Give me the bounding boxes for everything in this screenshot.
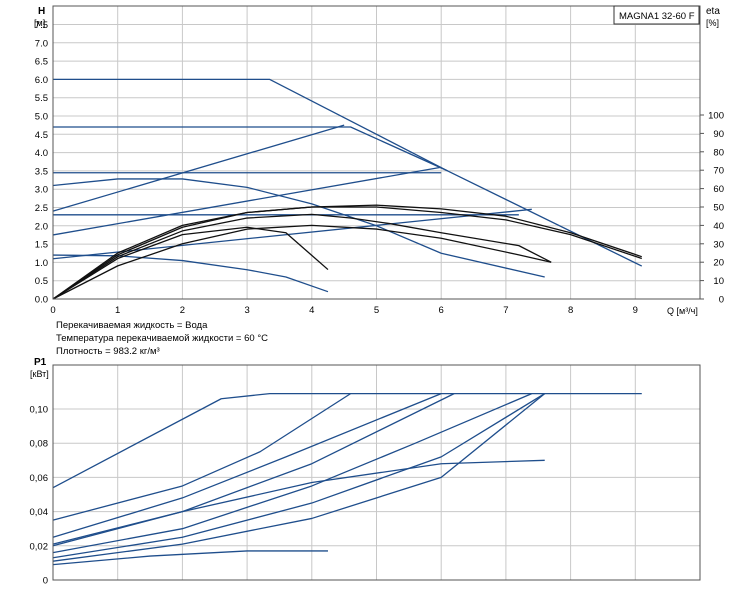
efficiency-axis-unit: [%] [706,18,719,28]
y-tick-label: 0,02 [30,541,49,552]
y-tick-label: 5.5 [35,93,48,104]
power-curve-7 [52,459,545,547]
y2-tick-label: 50 [713,203,724,214]
y2-tick-label: 40 [713,221,724,232]
y2-tick-label: 80 [713,147,724,158]
x-tick-label: 5 [374,305,379,316]
y2-tick-label: 100 [708,111,724,122]
x-tick-label: 7 [503,305,508,316]
y-tick-label: 2.0 [35,221,48,232]
y2-tick-label: 30 [713,239,724,250]
y-tick-label: 7.0 [35,38,48,49]
model-label: MAGNA1 32-60 F [619,11,695,22]
head-axis-unit: [м] [34,18,45,28]
y-tick-label: 6.0 [35,75,48,86]
head-curve-5 [52,166,442,236]
y-tick-label: 0,06 [30,473,49,484]
y-tick-label: 0,08 [30,439,49,450]
y-tick-label: 1.5 [35,240,48,251]
note-fluid: Перекачиваемая жидкость = Вода [56,320,208,331]
y-tick-label: 2.5 [35,203,48,214]
power-axis-title: P1 [34,357,47,368]
y-tick-label: 4.0 [35,148,48,159]
head-curve-7 [52,178,545,278]
efficiency-curve-9 [52,213,552,300]
x-tick-label: 3 [244,305,249,316]
x-tick-label: 9 [633,305,638,316]
y-tick-label: 6.5 [35,57,48,68]
power-curve-6 [52,393,546,562]
note-density: Плотность = 983.2 кг/м³ [56,346,160,357]
y-tick-label: 0 [43,576,48,587]
power-axis-unit: [кВт] [30,369,49,379]
y2-tick-label: 90 [713,129,724,140]
y-tick-label: 4.5 [35,130,48,141]
flow-axis-unit: Q [м³/ч] [667,306,698,316]
power-flow-chart: 0 0,02 0,04 0,06 0,08 0,10 P1 [кВт] [30,357,701,587]
power-curve-0 [52,392,642,489]
x-tick-label: 6 [439,305,444,316]
y-tick-label: 1.0 [35,258,48,269]
y-tick-label: 7.5 [35,20,48,31]
y2-tick-label: 60 [713,184,724,195]
head-curve-4 [52,124,345,212]
power-curve-3 [52,393,455,545]
efficiency-curve-10 [52,204,642,300]
y-tick-label: 0.5 [35,276,48,287]
y-tick-label: 0.0 [35,295,48,306]
power-curve-5 [52,393,546,559]
efficiency-curve-12 [52,226,329,300]
y-tick-label: 5.0 [35,112,48,123]
y-tick-label: 3.0 [35,185,48,196]
efficiency-curve-13 [52,224,552,300]
y2-tick-label: 0 [719,295,724,306]
power-curve-2 [52,393,442,538]
efficiency-axis-title: eta [706,6,720,17]
x-tick-label: 8 [568,305,573,316]
power-curve-8 [52,550,328,566]
efficiency-curve-11 [52,206,642,300]
y2-tick-label: 20 [713,258,724,269]
head-curve-1 [53,126,448,172]
model-label-box [613,5,700,25]
power-curve-4 [52,393,533,554]
power-curve-1 [52,393,351,521]
x-tick-label: 4 [309,305,314,316]
x-tick-label: 2 [180,305,185,316]
y-tick-label: 3.5 [35,166,48,177]
y-tick-label: 0,04 [30,507,49,518]
head-flow-chart: 0 1 2 3 4 5 6 7 8 9 0.0 0.5 1.0 1.5 2.0 2.5 3.0 3.5 4.0 4.5… [34,5,724,357]
y-tick-label: 0,10 [30,405,49,416]
x-tick-label: 0 [50,305,55,316]
y2-tick-label: 10 [713,276,724,287]
note-temperature: Температура перекачиваемой жидкости = 60… [56,333,268,344]
y2-tick-label: 70 [713,166,724,177]
head-axis-title: H [38,6,45,17]
head-curve-8 [52,254,329,293]
head-curve-0 [53,78,643,267]
x-tick-label: 1 [115,305,120,316]
